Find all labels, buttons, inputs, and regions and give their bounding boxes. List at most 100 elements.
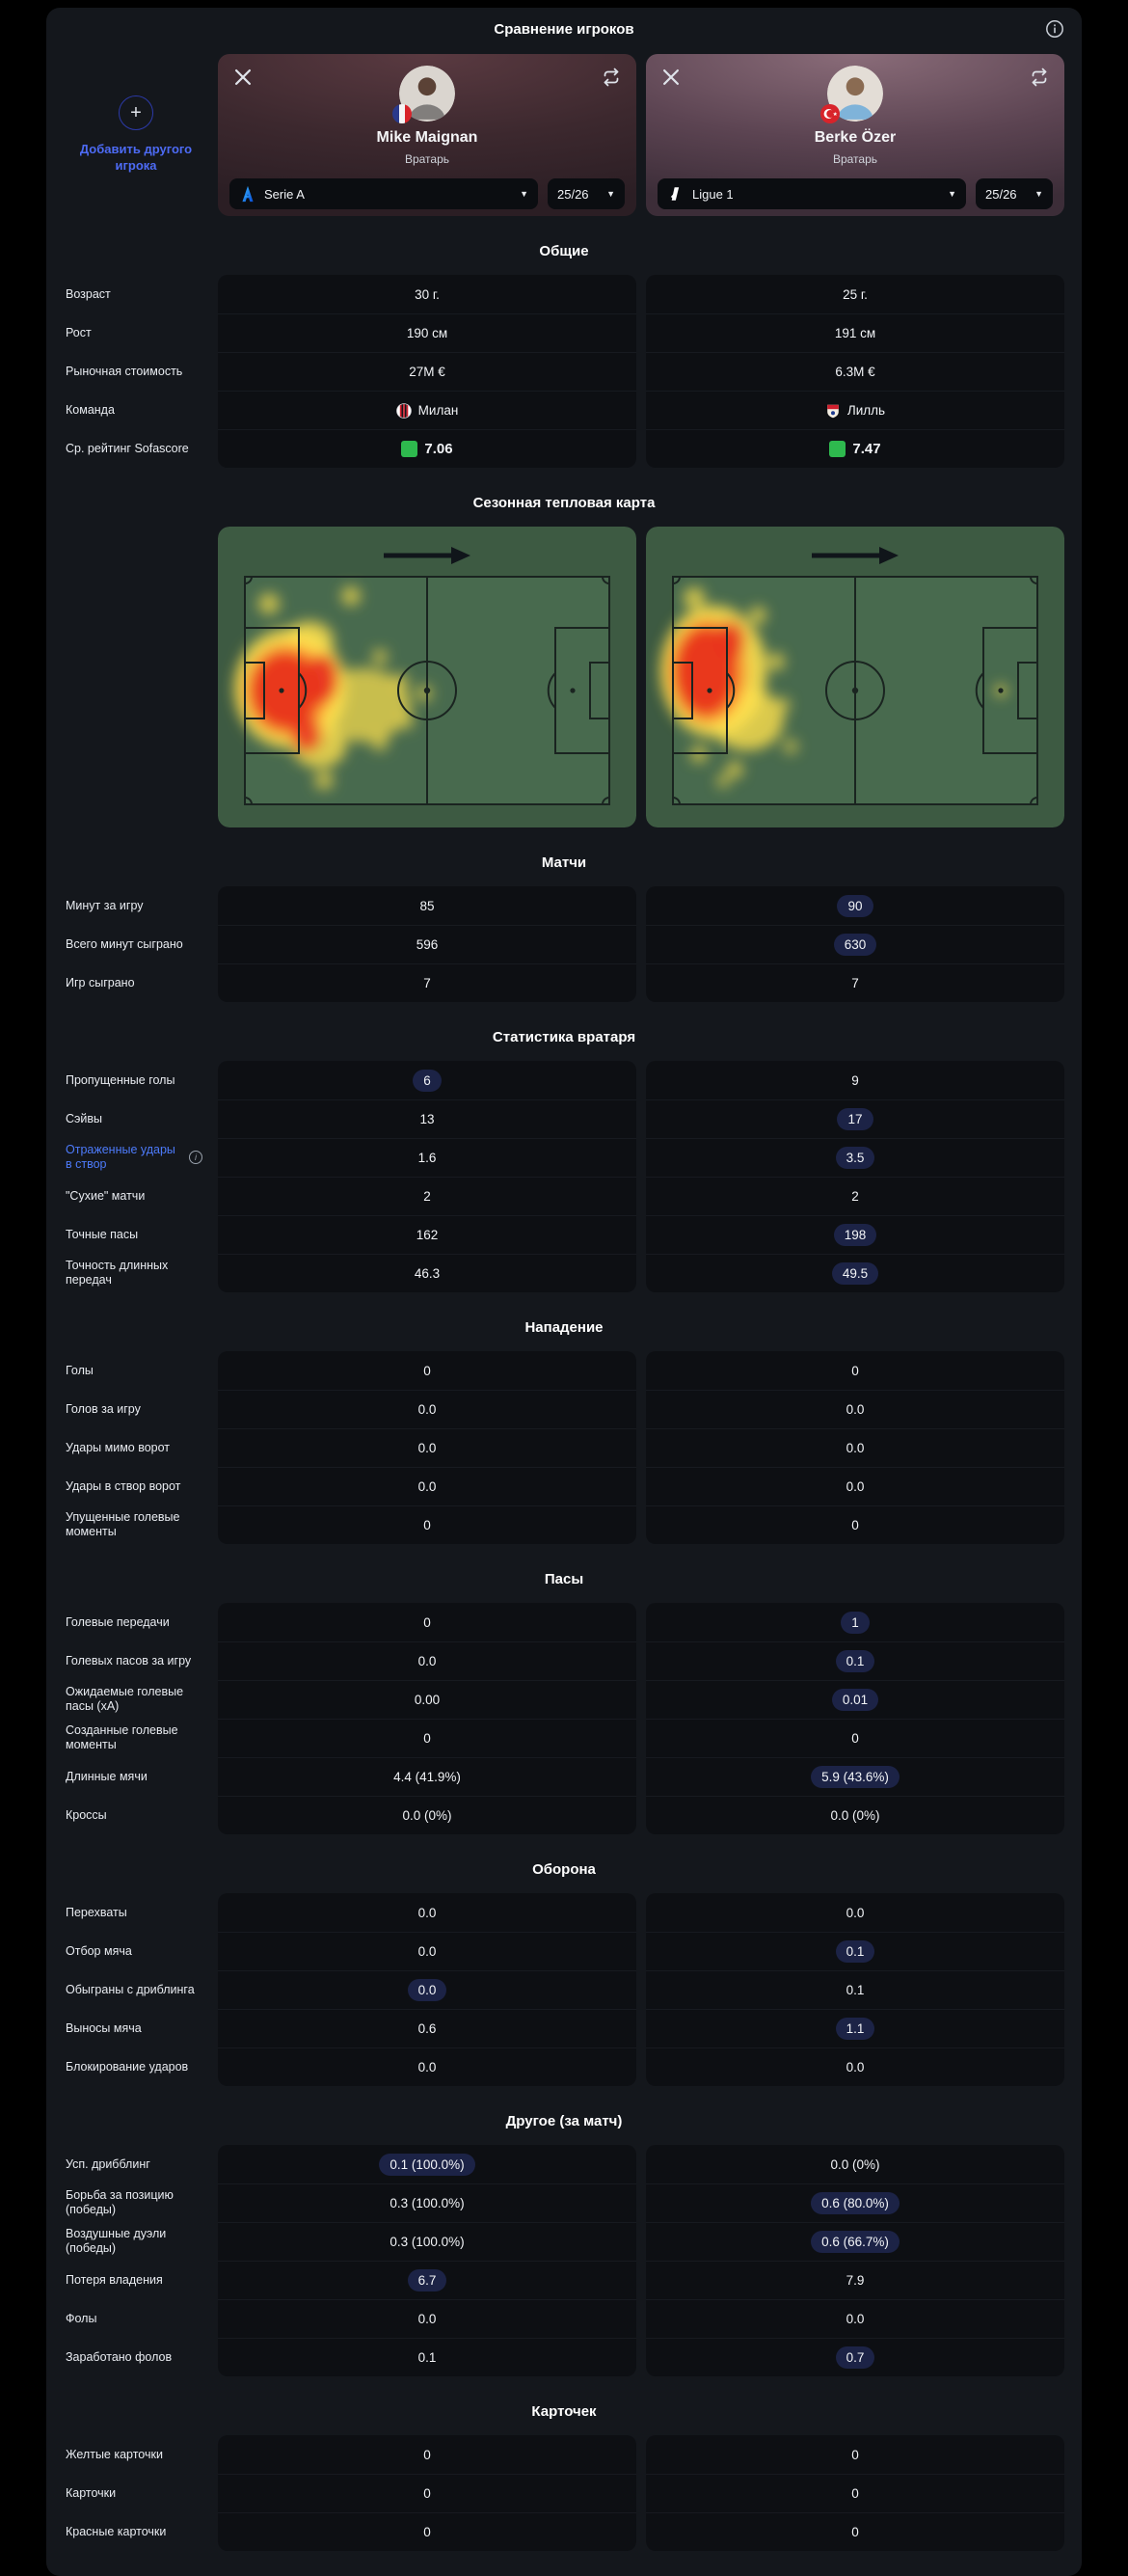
stat-cell: 198: [646, 1215, 1064, 1254]
stat-cell: 6: [218, 1061, 636, 1099]
stat-value: 198: [833, 1224, 877, 1246]
stat-label: Рыночная стоимость: [64, 352, 208, 391]
stat-value: 5.9 (43.6%): [811, 1766, 900, 1788]
close-icon[interactable]: [233, 68, 253, 87]
stat-value: 6.7: [407, 2269, 447, 2291]
add-player-label[interactable]: Добавить другого игрока: [79, 142, 193, 173]
swap-player-icon[interactable]: [1030, 68, 1049, 87]
stat-label-text: Голы: [66, 1363, 94, 1377]
stat-value: 13: [419, 1112, 435, 1126]
stat-row: Длинные мячи 4.4 (41.9%) 5.9 (43.6%): [64, 1757, 1064, 1796]
stat-cell: 0.1: [646, 1641, 1064, 1680]
season-select[interactable]: 25/26 ▼: [976, 178, 1053, 209]
stat-value: 0.01: [831, 1689, 879, 1711]
panel-header: Сравнение игроков: [46, 8, 1082, 50]
stat-label-text: Фолы: [66, 2311, 97, 2325]
stat-group: Пропущенные голы 6 9 Сэйвы 13 17 Отраженные уд…: [46, 1061, 1082, 1292]
stat-value: 0: [423, 2486, 431, 2501]
stat-value: 0: [851, 2486, 859, 2501]
add-player-plus-icon[interactable]: +: [119, 95, 153, 131]
stat-cell: 0.6 (80.0%): [646, 2183, 1064, 2222]
rating-value: 7.06: [424, 441, 453, 457]
stat-label-text: Отраженные удары в створ: [66, 1143, 175, 1171]
stat-label: Перехваты: [64, 1893, 208, 1932]
stat-cell: 0: [646, 2512, 1064, 2551]
stat-value: 0.0: [417, 1944, 437, 1959]
stat-label[interactable]: Отраженные удары в створ i: [64, 1138, 208, 1177]
stat-value: 0.1: [835, 1650, 875, 1672]
stat-value: 630: [833, 934, 877, 956]
stat-value: 0.6 (80.0%): [811, 2192, 900, 2214]
stat-row: Фолы 0.0 0.0: [64, 2299, 1064, 2338]
info-icon[interactable]: i: [189, 1151, 202, 1164]
stat-cell: 0.0: [218, 1932, 636, 1970]
chevron-down-icon: ▼: [1034, 189, 1043, 199]
stat-cell: 0: [218, 1719, 636, 1757]
stat-cell: 0: [646, 2474, 1064, 2512]
stat-cell: 0.1: [218, 2338, 636, 2376]
stat-cell: 0.0: [646, 2299, 1064, 2338]
stat-row: Воздушные дуэли (победы) 0.3 (100.0%) 0.6 …: [64, 2222, 1064, 2261]
stat-value: 2: [423, 1189, 431, 1204]
stat-value: 0.1 (100.0%): [379, 2153, 475, 2176]
stat-value: 0: [851, 2447, 859, 2462]
heatmap-ozer: [646, 527, 1064, 827]
stat-value: 6: [413, 1069, 442, 1092]
stat-row: Заработано фолов 0.1 0.7: [64, 2338, 1064, 2376]
stat-cell: 0.1: [646, 1970, 1064, 2009]
stat-label-text: Потеря владения: [66, 2272, 163, 2287]
turkey-flag-icon: [820, 104, 840, 123]
stat-cell: 0.0: [646, 2047, 1064, 2086]
stat-label-text: Желтые карточки: [66, 2447, 163, 2461]
stat-row: Рыночная стоимость 27M € 6.3M €: [64, 352, 1064, 391]
league-select[interactable]: Ligue 1 ▼: [658, 178, 966, 209]
stat-value: 0.6: [417, 2021, 437, 2036]
stat-label: Рост: [64, 313, 208, 352]
stat-cell: 0.0: [218, 1428, 636, 1467]
stat-cell: 0.0: [218, 1970, 636, 2009]
stat-value: 85: [419, 898, 435, 913]
stat-value: 0.1: [835, 1940, 875, 1963]
stat-label: Команда: [64, 391, 208, 429]
stat-label-text: Удары мимо ворот: [66, 1440, 171, 1454]
swap-player-icon[interactable]: [602, 68, 621, 87]
stat-label-text: Обыграны с дриблинга: [66, 1982, 195, 1996]
section-title: Другое (за матч): [505, 2113, 623, 2129]
stat-cell: 27M €: [218, 352, 636, 391]
stat-label-text: Минут за игру: [66, 898, 144, 912]
stat-label: Усп. дрибблинг: [64, 2145, 208, 2183]
stat-value: 30 г.: [415, 286, 440, 302]
stat-cell: 0.3 (100.0%): [218, 2222, 636, 2261]
stat-cell: 0: [646, 2435, 1064, 2474]
league-select-value: Ligue 1: [692, 186, 734, 202]
stat-label: Всего минут сыграно: [64, 925, 208, 963]
stat-value: 0.00: [414, 1693, 441, 1707]
stat-cell: 1.1: [646, 2009, 1064, 2047]
stat-value: 0.7: [835, 2346, 875, 2369]
stat-value: 596: [416, 937, 439, 952]
info-icon[interactable]: [1045, 19, 1064, 39]
league-select[interactable]: Serie A ▼: [229, 178, 538, 209]
season-select[interactable]: 25/26 ▼: [548, 178, 625, 209]
stat-label-text: Блокирование ударов: [66, 2059, 189, 2074]
stat-label-text: Длинные мячи: [66, 1769, 148, 1783]
stat-cell: 0.0: [218, 1893, 636, 1932]
player-card-ozer: Berke Özer Вратарь Ligue 1 ▼ 25/26 ▼: [646, 54, 1064, 216]
stat-value: 0.0: [417, 1654, 437, 1668]
section-title: Сезонная тепловая карта: [472, 495, 656, 511]
stat-cell: 0.0: [218, 2047, 636, 2086]
chevron-down-icon: ▼: [520, 189, 528, 199]
stat-label-text: Удары в створ ворот: [66, 1478, 181, 1493]
stat-label: Голевых пасов за игру: [64, 1641, 208, 1680]
stat-value: 0: [851, 1518, 859, 1532]
close-icon[interactable]: [661, 68, 681, 87]
stat-cell: 0.6 (66.7%): [646, 2222, 1064, 2261]
stat-value: 0.0: [846, 1441, 865, 1455]
stat-cell: 1: [646, 1603, 1064, 1641]
season-select-value: 25/26: [557, 186, 589, 202]
stat-label: Ср. рейтинг Sofascore: [64, 429, 208, 468]
stat-label: Обыграны с дриблинга: [64, 1970, 208, 2009]
stat-value: 162: [416, 1228, 439, 1242]
stat-cell: 0.0: [218, 1390, 636, 1428]
stat-label: Карточки: [64, 2474, 208, 2512]
